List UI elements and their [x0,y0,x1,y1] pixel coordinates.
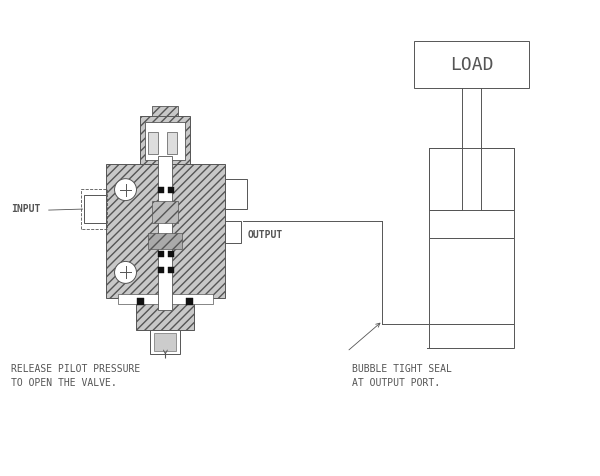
Text: RELEASE PILOT PRESSURE
TO OPEN THE VALVE.: RELEASE PILOT PRESSURE TO OPEN THE VALVE… [11,364,140,387]
Bar [151,330,181,354]
Bar [225,221,241,243]
Bar [118,294,213,304]
Bar [169,187,175,193]
Bar [428,210,514,238]
Text: LOAD: LOAD [450,56,493,73]
Circle shape [115,178,136,200]
Text: BUBBLE TIGHT SEAL
AT OUTPUT PORT.: BUBBLE TIGHT SEAL AT OUTPUT PORT. [352,364,452,387]
Text: INPUT: INPUT [11,204,40,214]
Bar [145,122,185,160]
Bar [83,195,106,223]
Bar [225,179,247,209]
Bar [158,251,164,257]
Bar [148,233,182,249]
Bar [158,156,172,310]
Bar [152,201,178,223]
Bar [169,251,175,257]
Bar [428,324,514,347]
Bar [158,267,164,273]
Bar [154,333,176,351]
Circle shape [115,261,136,283]
Bar [169,267,175,273]
Text: OUTPUT: OUTPUT [247,230,283,240]
Bar [414,40,529,89]
Bar [481,148,514,210]
Bar [106,164,225,298]
Bar [136,298,194,330]
Bar [428,238,514,324]
Bar [167,132,178,154]
Bar [152,106,178,116]
Bar [140,116,190,164]
Bar [148,132,158,154]
Bar [428,148,461,210]
Bar [137,298,145,305]
Bar [187,298,193,305]
Bar [158,187,164,193]
